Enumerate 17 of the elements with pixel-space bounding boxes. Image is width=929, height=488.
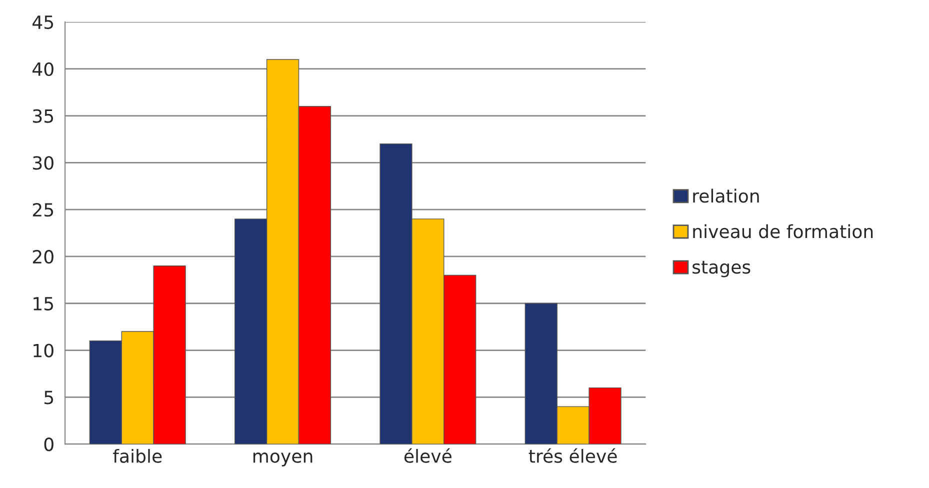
y-tick-label: 25 xyxy=(32,203,54,217)
y-tick-label: 10 xyxy=(34,344,54,358)
y-tick-label: 0 xyxy=(44,438,54,452)
y-tick-label: 35 xyxy=(33,109,54,123)
legend-label: niveau de formation xyxy=(693,224,873,238)
legend-label: stages xyxy=(692,260,750,278)
y-tick-label: 20 xyxy=(32,250,54,264)
y-tick-label: 30 xyxy=(33,156,54,170)
x-tick-label: élevé xyxy=(404,448,452,463)
y-tick-label: 15 xyxy=(34,297,54,310)
x-tick-label: moyen xyxy=(253,452,312,466)
y-tick-label: 45 xyxy=(32,16,54,30)
legend-label: relation xyxy=(693,188,759,203)
x-tick-label: faible xyxy=(113,448,162,463)
y-tick-label: 40 xyxy=(32,62,54,76)
x-tick-label: trés élevé xyxy=(528,448,617,463)
y-tick-label: 5 xyxy=(44,390,54,404)
